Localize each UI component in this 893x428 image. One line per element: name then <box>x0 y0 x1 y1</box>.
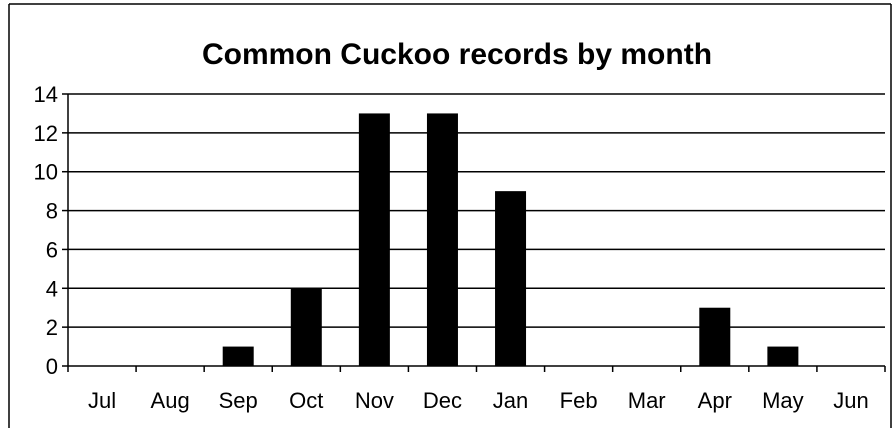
bar-jan <box>495 191 527 366</box>
bar-sep <box>222 346 254 366</box>
x-tick-label-dec: Dec <box>423 388 462 413</box>
y-tick-label-2: 2 <box>46 315 58 340</box>
x-tick-label-feb: Feb <box>560 388 598 413</box>
y-tick-labels: 0 2 4 6 8 10 12 14 <box>34 82 58 379</box>
x-tick-label-jan: Jan <box>493 388 528 413</box>
x-tick-label-oct: Oct <box>289 388 323 413</box>
x-tick-label-aug: Aug <box>151 388 190 413</box>
y-tick-label-12: 12 <box>34 121 58 146</box>
x-tick-label-jun: Jun <box>833 388 868 413</box>
x-tick-label-sep: Sep <box>219 388 258 413</box>
x-tick-label-mar: Mar <box>628 388 666 413</box>
bar-dec <box>426 113 458 366</box>
y-tick-label-8: 8 <box>46 199 58 224</box>
y-tick-label-10: 10 <box>34 160 58 185</box>
bar-apr <box>699 307 731 366</box>
y-tick-label-4: 4 <box>46 276 58 301</box>
bars <box>222 113 799 366</box>
chart-title: Common Cuckoo records by month <box>202 38 712 71</box>
x-tick-label-apr: Apr <box>698 388 732 413</box>
bar-may <box>767 346 799 366</box>
axes <box>62 93 886 372</box>
bar-oct <box>290 288 322 366</box>
x-tick-label-nov: Nov <box>355 388 394 413</box>
bar-nov <box>358 113 390 366</box>
y-tick-label-0: 0 <box>46 354 58 379</box>
x-tick-label-may: May <box>762 388 804 413</box>
grid-lines <box>68 93 885 328</box>
x-tick-label-jul: Jul <box>88 388 116 413</box>
x-tick-labels: Jul Aug Sep Oct Nov Dec Jan Feb Mar Apr May Jun <box>88 388 869 413</box>
y-tick-label-6: 6 <box>46 237 58 262</box>
y-tick-label-14: 14 <box>34 82 58 107</box>
